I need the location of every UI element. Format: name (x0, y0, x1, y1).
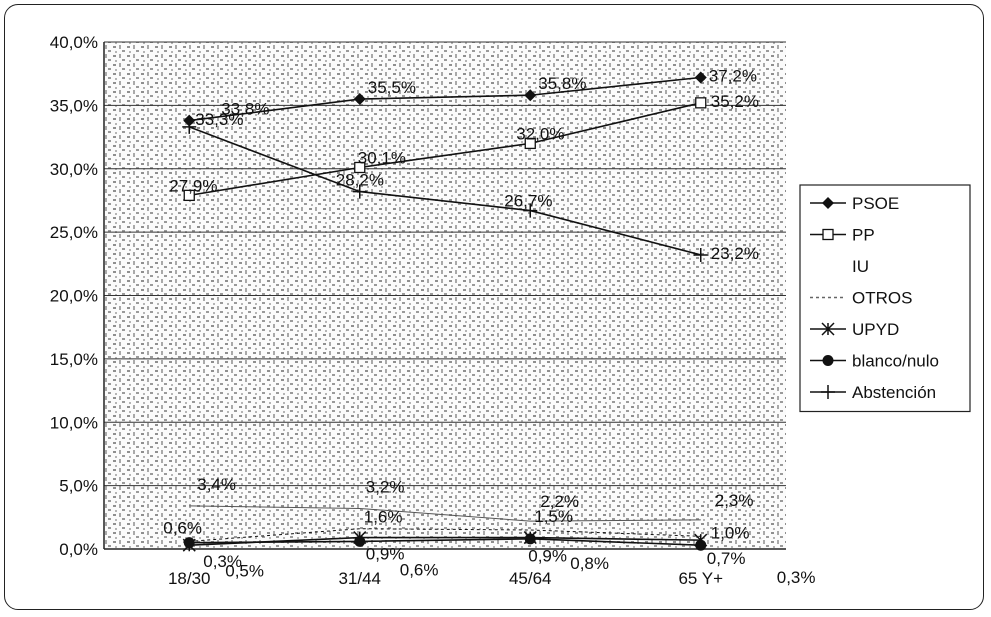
circle-marker (822, 355, 834, 366)
data-label: 30,1% (358, 148, 406, 167)
series-line (189, 76, 701, 122)
legend-item: blanco/nulo (810, 352, 939, 371)
legend: PSOE PP IU OTROS UPYD blanco/nulo Abstención (799, 184, 971, 413)
series-line (189, 538, 701, 546)
data-label: 26,7% (504, 192, 552, 211)
data-label: 1,6% (364, 508, 403, 527)
series-pp (183, 97, 707, 202)
x-tick-label: 18/30 (168, 569, 211, 588)
y-tick-label: 40,0% (50, 33, 98, 52)
data-label: 27,9% (169, 176, 217, 195)
y-tick-label: 5,0% (59, 477, 98, 496)
legend-label: blanco/nulo (852, 352, 939, 371)
data-label: 0,8% (570, 554, 609, 573)
diamond-marker (694, 71, 707, 84)
gridlines (104, 41, 786, 487)
series-line (189, 528, 701, 542)
legend-item: PSOE (810, 194, 899, 213)
data-labels: 33,8% 35,5% 35,8% 37,2% 27,9% 30,1% 32,0% 35,2%… (163, 66, 815, 587)
data-label: 0,9% (366, 545, 405, 564)
series-iu (189, 505, 701, 522)
legend-label: PP (852, 226, 875, 245)
square-marker (354, 161, 366, 174)
data-label: 3,4% (197, 475, 236, 494)
x-axis-tick-labels: 18/30 31/44 45/64 65 Y+ (168, 569, 723, 588)
data-label: 35,8% (538, 74, 586, 93)
data-label: 0,6% (163, 518, 202, 537)
x-tick-label: 31/44 (338, 569, 381, 588)
legend-label: OTROS (852, 289, 912, 308)
legend-label: IU (852, 257, 869, 276)
data-label: 1,5% (534, 507, 573, 526)
series-line (189, 102, 701, 197)
legend-item: PP (810, 226, 875, 245)
series-blanco-nulo (183, 533, 707, 551)
legend-item: Abstención (810, 383, 936, 402)
y-tick-label: 0,0% (59, 540, 98, 559)
x-tick-label: 45/64 (509, 569, 552, 588)
data-label: 33,3% (195, 110, 243, 129)
axes (103, 42, 786, 550)
series-line (188, 126, 701, 256)
data-label: 0,3% (777, 568, 816, 587)
y-tick-label: 35,0% (50, 96, 98, 115)
series-lines (182, 71, 708, 552)
series-line (189, 505, 701, 522)
data-label: 23,2% (711, 244, 759, 263)
circle-marker (183, 537, 195, 549)
y-tick-label: 20,0% (50, 287, 98, 306)
legend-item: OTROS (810, 289, 912, 308)
data-label: 0,6% (400, 560, 439, 579)
legend-label: UPYD (852, 320, 899, 339)
series-otros (189, 528, 701, 542)
plus-marker (821, 385, 835, 399)
plus-marker (693, 247, 708, 262)
legend-label: PSOE (852, 194, 899, 213)
data-label: 28,2% (336, 171, 384, 190)
plus-marker (523, 203, 538, 218)
square-marker (524, 137, 536, 150)
data-label: 37,2% (709, 66, 757, 85)
data-label: 0,9% (528, 547, 567, 566)
legend-label: Abstención (852, 383, 936, 402)
data-label: 32,0% (516, 124, 564, 143)
plus-marker (182, 119, 197, 134)
diamond-marker (353, 93, 366, 106)
circle-marker (524, 533, 536, 545)
y-tick-label: 30,0% (50, 160, 98, 179)
data-label: 3,2% (366, 477, 405, 496)
x-tick-label: 65 Y+ (678, 569, 723, 588)
data-label: 0,5% (225, 562, 264, 581)
circle-marker (354, 535, 366, 547)
y-axis-tick-labels: 0,0% 5,0% 10,0% 15,0% 20,0% 25,0% 30,0% 35,0% 40… (50, 33, 98, 559)
data-label: 0,3% (203, 552, 242, 571)
series-psoe (183, 71, 707, 127)
legend-item: IU (852, 257, 869, 276)
y-tick-label: 25,0% (50, 223, 98, 242)
data-label: 35,5% (368, 78, 416, 97)
data-label: 2,2% (540, 492, 579, 511)
data-label: 2,3% (715, 491, 754, 510)
series-abstenci-n (182, 119, 708, 262)
y-tick-label: 10,0% (50, 413, 98, 432)
data-label: 33,8% (221, 100, 269, 119)
diamond-marker (524, 89, 537, 102)
data-label: 0,7% (707, 549, 746, 568)
square-marker (695, 97, 707, 109)
plus-marker (352, 184, 367, 199)
diamond-marker (822, 197, 834, 209)
circle-marker (695, 539, 707, 551)
data-label: 1,0% (711, 523, 750, 542)
square-marker (822, 228, 834, 241)
square-marker (183, 189, 195, 202)
data-label: 35,2% (711, 92, 759, 111)
y-tick-label: 15,0% (50, 350, 98, 369)
legend-item: UPYD (810, 320, 899, 339)
legend-box (799, 184, 971, 413)
asterisk-marker (821, 322, 835, 336)
